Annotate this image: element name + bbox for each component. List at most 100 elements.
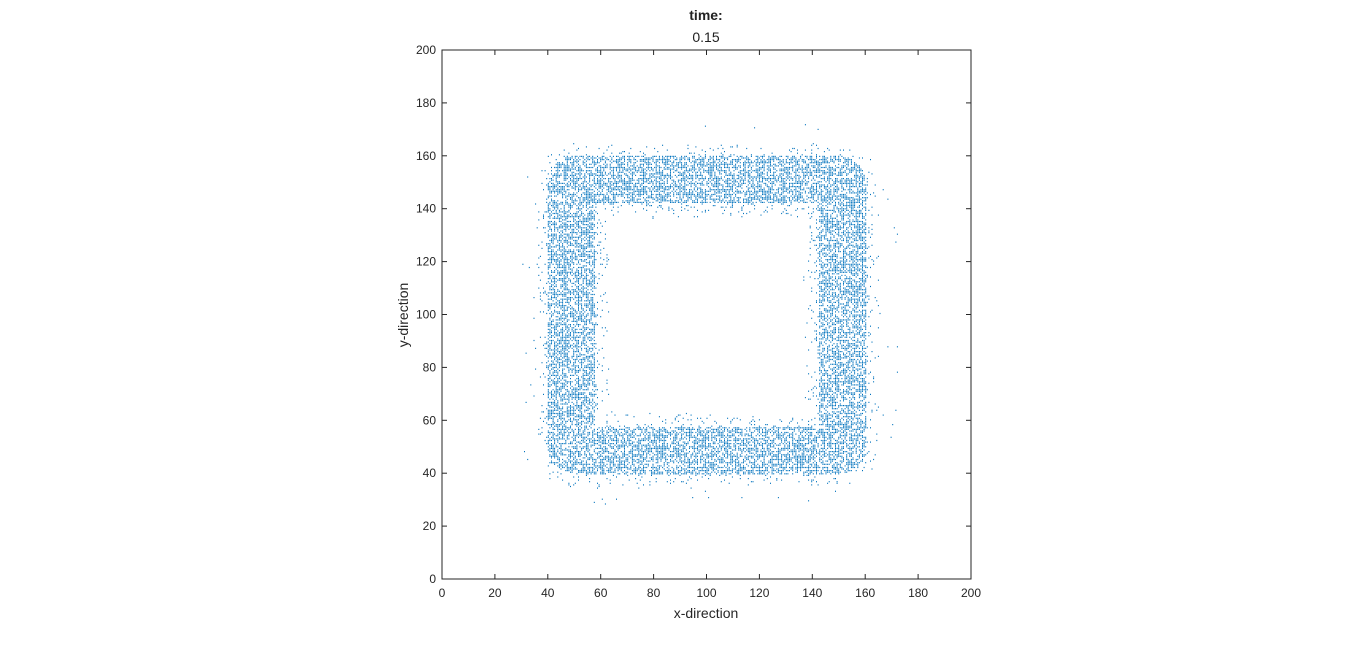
data-point: [546, 416, 548, 418]
data-point: [570, 260, 571, 262]
data-point: [576, 339, 578, 342]
data-point: [597, 439, 598, 442]
data-point: [551, 186, 552, 188]
data-point: [570, 236, 571, 238]
data-point: [647, 463, 649, 465]
data-point: [589, 408, 591, 410]
data-point: [589, 439, 591, 442]
data-point: [582, 470, 584, 472]
data-point: [649, 431, 651, 434]
data-point: [590, 330, 592, 332]
data-point: [551, 403, 552, 405]
data-point: [589, 322, 591, 324]
data-point: [592, 162, 594, 164]
data-point: [568, 195, 570, 197]
data-point: [557, 230, 559, 232]
data-point: [592, 436, 594, 438]
data-point: [555, 349, 557, 351]
data-point: [651, 205, 652, 207]
data-point: [589, 263, 591, 265]
data-point: [568, 225, 570, 227]
data-point: [554, 358, 556, 361]
data-point: [574, 384, 576, 386]
data-point: [608, 451, 610, 453]
data-point: [627, 170, 629, 172]
data-point: [576, 178, 578, 180]
data-point: [589, 438, 591, 440]
data-point: [611, 159, 613, 161]
data-point: [611, 162, 613, 164]
data-point: [565, 328, 567, 330]
data-point: [649, 412, 651, 415]
data-point: [644, 435, 646, 437]
data-point: [589, 376, 591, 378]
data-point: [590, 455, 592, 457]
data-point: [579, 358, 581, 361]
data-point: [551, 224, 552, 226]
data-point: [658, 170, 660, 172]
data-point: [565, 257, 567, 259]
data-point: [552, 366, 554, 369]
data-point: [590, 271, 592, 273]
data-point: [590, 338, 592, 340]
data-point: [582, 333, 584, 335]
data-point: [560, 414, 562, 416]
data-point: [573, 320, 575, 322]
data-point: [558, 362, 560, 364]
data-point: [643, 201, 644, 203]
data-point: [604, 171, 606, 173]
data-point: [587, 198, 589, 200]
data-point: [558, 365, 560, 367]
data-point: [547, 446, 549, 448]
data-point: [619, 160, 621, 162]
data-point: [644, 162, 646, 164]
data-point: [571, 252, 573, 254]
data-point: [608, 439, 610, 442]
data-point: [600, 458, 602, 461]
data-point: [549, 330, 551, 332]
data-point: [643, 163, 644, 165]
data-point: [620, 470, 622, 472]
data-point: [652, 443, 654, 445]
data-point: [601, 441, 603, 443]
data-point: [622, 455, 624, 457]
data-point: [590, 222, 592, 224]
data-point: [562, 436, 564, 438]
data-point: [593, 278, 595, 280]
data-point: [592, 378, 594, 380]
data-point: [644, 168, 646, 170]
data-point: [541, 247, 543, 249]
data-point: [638, 155, 640, 157]
data-point: [587, 217, 589, 219]
data-point: [557, 171, 559, 173]
data-point: [585, 305, 587, 307]
data-point: [579, 174, 581, 176]
data-point: [555, 357, 557, 359]
data-point: [566, 281, 568, 283]
data-point: [619, 466, 621, 469]
data-point: [558, 225, 560, 227]
data-point: [612, 170, 614, 172]
data-point: [560, 443, 562, 445]
data-point: [597, 360, 598, 362]
data-point: [625, 186, 627, 188]
data-point: [576, 285, 578, 288]
data-point: [590, 347, 592, 349]
data-point: [587, 268, 589, 270]
data-point: [592, 260, 594, 262]
data-point: [630, 200, 632, 202]
data-point: [649, 205, 651, 207]
data-point: [582, 374, 584, 376]
data-point: [585, 227, 587, 229]
data-point: [593, 463, 595, 465]
data-point: [571, 395, 573, 397]
data-point: [587, 406, 589, 408]
data-point: [592, 195, 594, 197]
data-point: [655, 462, 657, 464]
data-point: [597, 200, 598, 202]
data-point: [551, 274, 552, 276]
data-point: [595, 187, 597, 189]
data-point: [554, 220, 556, 223]
data-point: [627, 471, 629, 473]
data-point: [551, 182, 552, 184]
